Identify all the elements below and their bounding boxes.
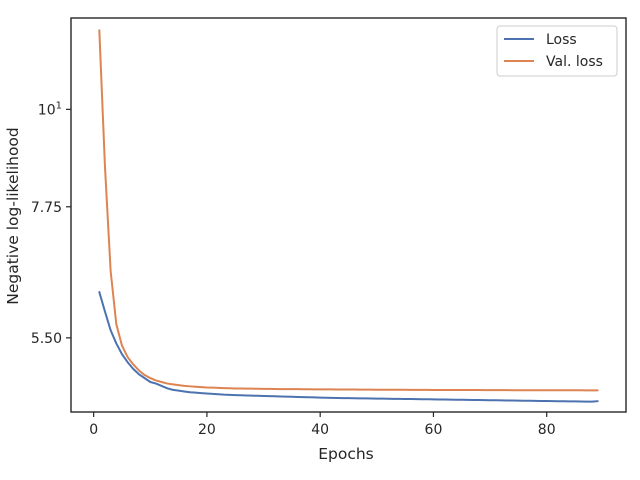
x-tick-label: 40 xyxy=(311,422,329,438)
legend-label-val-loss: Val. loss xyxy=(546,54,603,70)
x-tick-label: 0 xyxy=(89,422,98,438)
series-line-loss xyxy=(98,291,599,403)
y-axis-label: Negative log-likelihood xyxy=(4,127,22,305)
plot-area xyxy=(71,18,626,412)
legend: Loss Val. loss xyxy=(496,25,618,77)
series-layer xyxy=(98,29,599,403)
legend-label-loss: Loss xyxy=(546,32,577,48)
x-axis-label: Epochs xyxy=(318,445,374,463)
plot-frame xyxy=(70,17,627,413)
y-tick-label: 5.50 xyxy=(31,331,62,347)
y-tick-label: 7.75 xyxy=(31,200,62,216)
series-line-val-loss xyxy=(98,29,599,392)
x-axis-ticks: 0 20 40 60 80 xyxy=(89,412,556,438)
x-tick-label: 60 xyxy=(425,422,443,438)
x-tick-label: 20 xyxy=(198,422,216,438)
x-tick-label: 80 xyxy=(538,422,556,438)
